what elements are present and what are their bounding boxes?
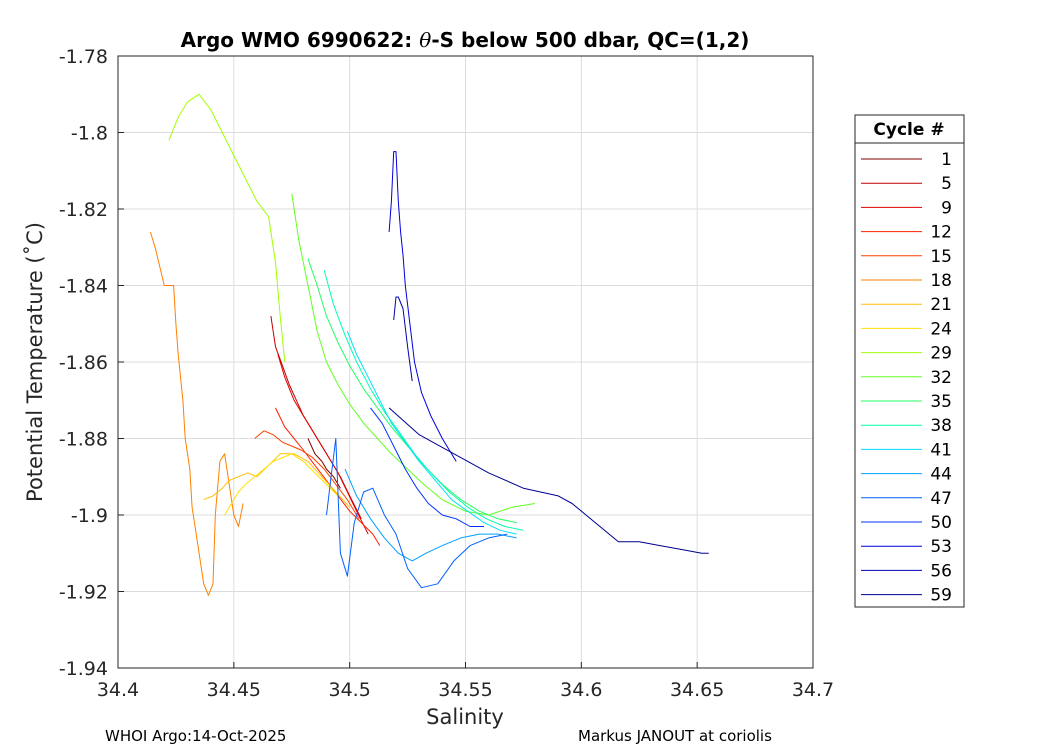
x-tick-label: 34.7 [792,679,834,701]
y-tick-label: -1.84 [59,276,108,298]
legend-label-cycle-15: 15 [930,247,952,267]
y-tick-label: -1.8 [71,123,108,145]
legend-label-cycle-5: 5 [941,174,952,194]
series-cycle-32 [291,193,536,516]
series-cycle-29 [168,93,286,363]
x-tick-label: 34.6 [560,679,602,701]
legend-label-cycle-1: 1 [941,150,952,170]
legend-label-cycle-29: 29 [930,344,952,364]
legend: Cycle # 15912151821242932353841444750535… [854,114,965,608]
legend-label-cycle-35: 35 [930,392,952,412]
x-axis-ticks: 34.4 34.45 34.5 34.55 34.6 34.65 34.7 [97,662,834,701]
footer-right: Markus JANOUT at coriolis [578,727,772,745]
series-cycle-50 [370,407,484,527]
footer-left: WHOI Argo:14-Oct-2025 [105,727,286,745]
chart-title: Argo WMO 6990622: θ-S below 500 dbar, QC… [181,28,750,52]
x-tick-label: 34.65 [670,679,724,701]
legend-label-cycle-44: 44 [930,465,952,485]
series-cycle-38 [323,270,524,531]
series-cycle-56 [393,296,413,382]
legend-title: Cycle # [873,120,944,140]
x-tick-label: 34.4 [97,679,139,701]
y-axis-ticks: -1.78 -1.8 -1.82 -1.84 -1.86 -1.88 -1.9 -1.92 -1… [59,46,124,680]
series-layer [149,93,709,596]
series-cycle-41 [346,331,517,535]
legend-box [854,114,965,608]
series-cycle-59 [388,407,709,554]
legend-label-cycle-56: 56 [930,561,952,581]
series-cycle-15 [254,430,360,520]
series-cycle-35 [307,258,517,524]
x-tick-label: 34.5 [329,679,371,701]
y-tick-label: -1.9 [71,505,108,527]
legend-label-cycle-38: 38 [930,416,952,436]
series-cycle-53 [388,151,457,462]
y-tick-label: -1.94 [59,658,108,680]
y-axis-label: Potential Temperature (˚C) [23,222,47,502]
x-tick-label: 34.45 [207,679,261,701]
y-tick-label: -1.78 [59,46,108,68]
legend-label-cycle-9: 9 [941,198,952,218]
series-cycle-47 [326,438,508,589]
x-axis-label: Salinity [426,705,504,729]
legend-label-cycle-50: 50 [930,513,952,533]
legend-label-cycle-32: 32 [930,368,952,388]
legend-label-cycle-53: 53 [930,537,952,557]
series-cycle-18 [149,231,244,596]
y-tick-label: -1.82 [59,199,108,221]
x-tick-label: 34.55 [438,679,492,701]
series-cycle-44 [344,468,517,562]
y-tick-label: -1.86 [59,352,108,374]
series-cycle-24 [224,453,339,516]
legend-label-cycle-21: 21 [930,295,952,315]
legend-label-cycle-18: 18 [930,271,952,291]
legend-label-cycle-59: 59 [930,586,952,606]
legend-label-cycle-41: 41 [930,440,952,460]
y-tick-label: -1.92 [59,582,108,604]
legend-label-cycle-12: 12 [930,223,952,243]
series-cycle-1 [307,438,341,489]
series-cycle-12 [275,407,381,546]
legend-label-cycle-24: 24 [930,319,952,339]
legend-label-cycle-47: 47 [930,489,952,509]
series-cycle-9 [277,354,369,535]
y-tick-label: -1.88 [59,429,108,451]
series-cycle-21 [203,453,351,508]
